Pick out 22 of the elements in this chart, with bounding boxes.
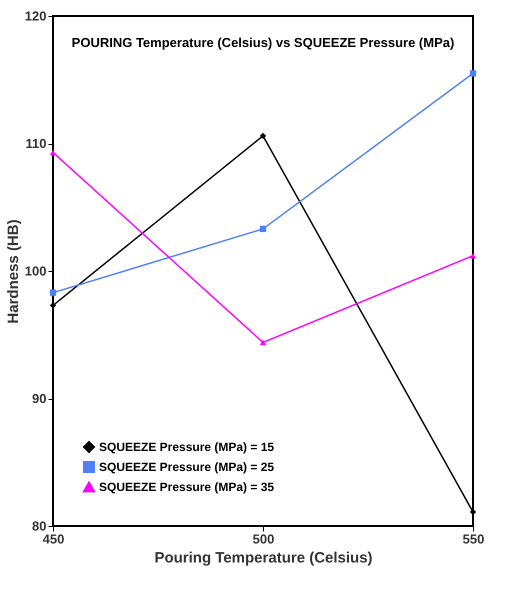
legend-label: SQUEEZE Pressure (MPa) = 35 [99,480,274,494]
point [50,150,56,156]
text: POURING Temperature (Celsius) vs SQUEEZE Pressure (MPa) [72,35,454,50]
y-tick-label: 90 [32,391,46,406]
y-tick-label: 100 [24,264,46,278]
legend-label: SQUEEZE Pressure (MPa) = 15 [99,440,274,454]
point [260,226,266,232]
x-tick-label: 500 [252,532,274,546]
y-axis-title: Hardness (HB) [4,219,22,324]
point [50,290,56,296]
point [470,508,476,516]
point [260,132,266,140]
x-tick-label: 550 [462,532,484,546]
y-tick-label: 120 [24,8,46,24]
x-tick-label: 450 [42,532,64,546]
y-tick-label: 80 [32,518,46,534]
point [470,70,476,77]
x-axis-title: Pouring Temperature (Celsius) [154,550,373,566]
point [470,252,476,258]
legend-label: SQUEEZE Pressure (MPa) = 25 [99,460,274,474]
point [260,340,266,346]
y-tick-label: 110 [26,136,46,151]
